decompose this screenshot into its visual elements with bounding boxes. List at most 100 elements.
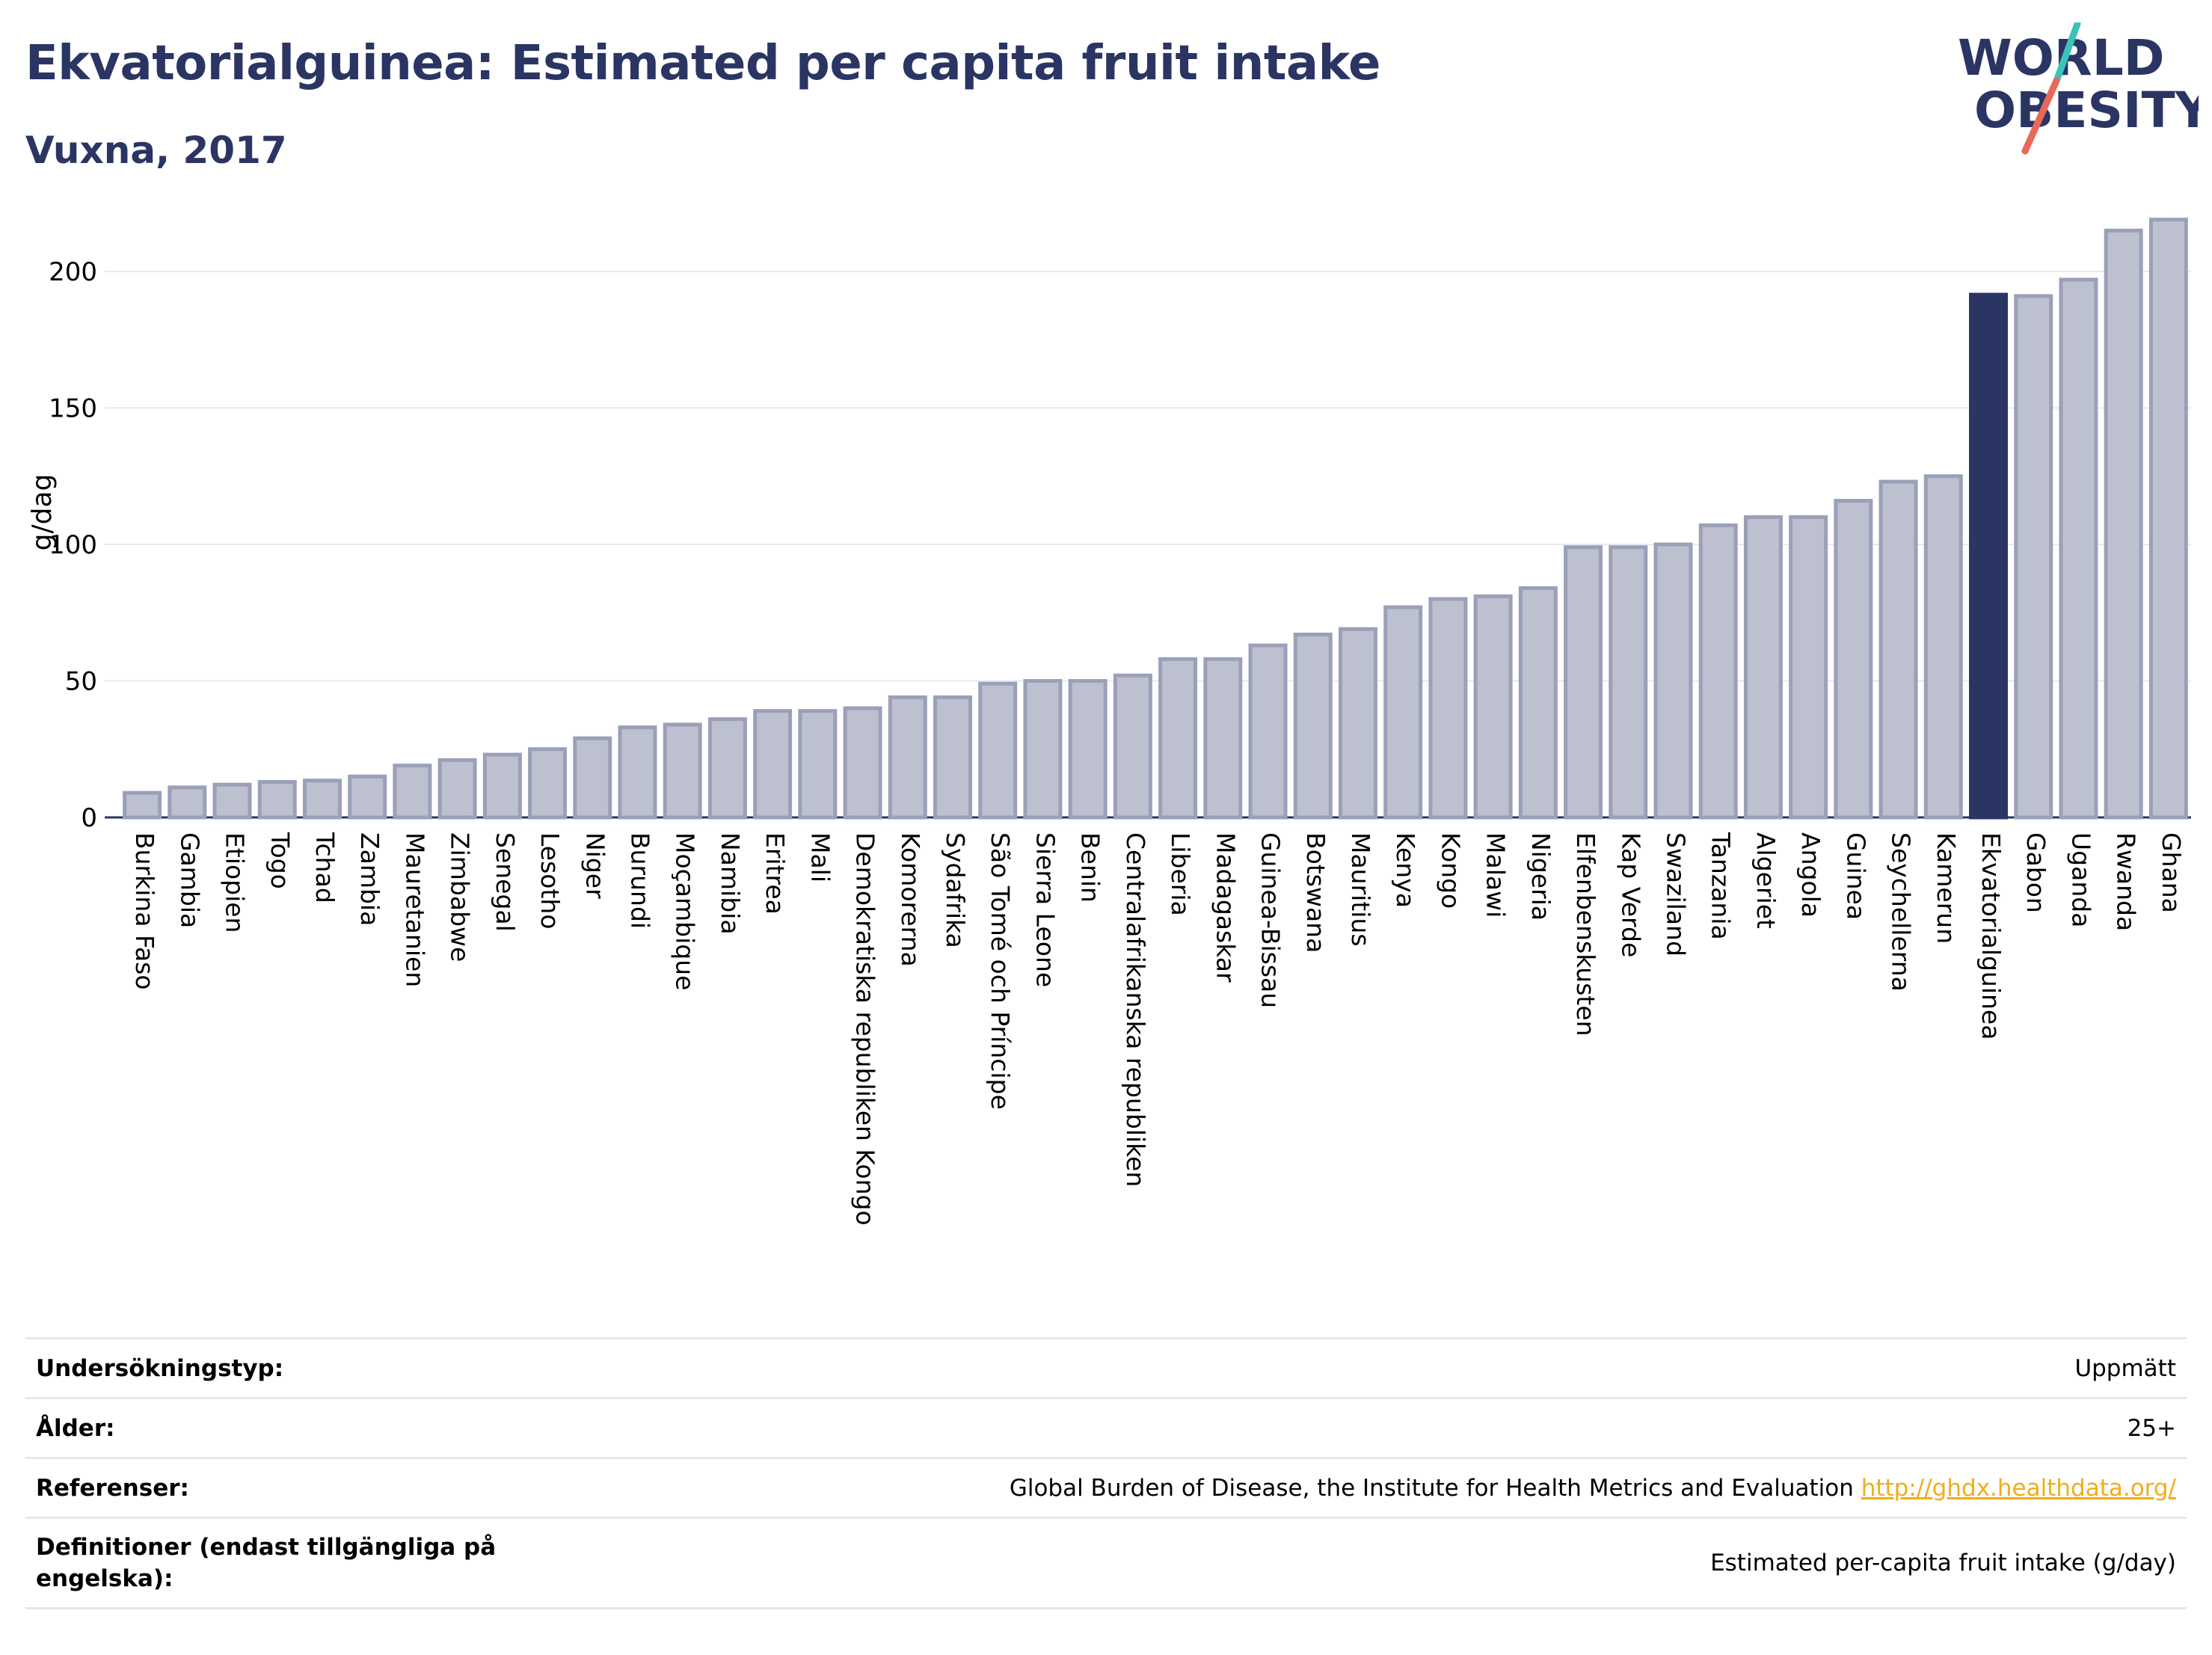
info-value: Estimated per-capita fruit intake (g/day… [1710,1550,2176,1576]
bar-demokratiska-republiken-kongo [843,706,882,820]
x-category-label: Benin [1076,832,1105,903]
bar-nigeria [1518,586,1558,820]
x-category-labels: Burkina Faso Gambia Etiopien Togo Tchad Zambi… [130,832,2186,1226]
bar-eritrea [753,709,793,820]
y-tick-label: 0 [81,803,97,833]
info-row: Definitioner (endast tillgängliga på eng… [25,1517,2187,1609]
x-category-label: Rwanda [2112,832,2141,931]
x-category-label: Kap Verde [1616,832,1645,957]
bar-tanzania [1698,523,1738,820]
info-value: Uppmätt [2074,1355,2176,1382]
y-tick-label: 150 [49,394,97,424]
info-label: Undersökningstyp: [36,1354,284,1382]
x-category-label: Zambia [355,832,384,926]
x-category-label: Komorerna [896,832,925,967]
bar-mo-ambique [663,722,702,820]
chart-title: Ekvatorialguinea: Estimated per capita f… [25,36,1380,91]
info-value: Global Burden of Disease, the Institute … [1010,1475,2176,1502]
bar-chart: 0 50 100 150 200 Burkina Faso Gambia Etiopien T… [27,218,2191,1226]
logo-slash-teal [2053,22,2081,85]
bar-centralafrikanska-republiken [1113,673,1152,820]
x-category-label: Algeriet [1751,832,1781,929]
bar-kap-verde [1609,545,1648,820]
info-label: Ålder: [36,1414,115,1442]
info-row: Ålder: 25+ [25,1397,2187,1457]
bar-zambia [348,774,387,820]
x-category-label: Eritrea [761,832,790,915]
bar-sydafrika [933,695,973,820]
x-category-label: Kamerun [1932,832,1961,944]
info-value: 25+ [2127,1415,2176,1442]
x-category-label: Seychellerna [1887,832,1916,992]
bar-sierra-leone [1023,679,1063,820]
x-category-label: Botswana [1301,832,1330,953]
x-category-label: Centralafrikanska republiken [1121,832,1150,1187]
bar-angola [1789,515,1828,820]
bars-layer [123,218,2188,820]
bar-niger [573,736,612,820]
x-category-label: Ghana [2157,832,2186,913]
bar-togo [257,780,297,820]
x-category-label: Tanzania [1706,832,1736,940]
logo-slash-red [2021,77,2060,155]
x-category-label: Kenya [1391,832,1420,908]
x-category-label: Liberia [1166,832,1195,916]
bar-tchad [302,779,342,820]
x-category-label: Guinea-Bissau [1256,832,1285,1008]
info-value-text: Uppmätt [2074,1354,2176,1382]
x-category-label: Mauretanien [400,832,429,987]
chart-subtitle: Vuxna, 2017 [25,129,287,172]
bar-liberia [1158,657,1198,820]
y-tick-labels: 0 50 100 150 200 [49,257,97,833]
bar-komorerna [888,695,927,820]
x-category-label: Kongo [1436,832,1465,909]
x-category-label: Malawi [1481,832,1511,918]
info-label: Referenser: [36,1474,189,1502]
bar-rwanda [2104,228,2143,820]
x-category-label: Ekvatorialguinea [1976,832,2006,1040]
info-table: Undersökningstyp: Uppmätt Ålder: 25+ Referen… [25,1337,2187,1609]
x-category-label: Namibia [716,832,745,935]
bar-benin [1068,679,1107,820]
world-obesity-logo: WORLD OBESITY [1958,22,2199,155]
x-category-label: Moçambique [671,832,700,990]
bar-kongo [1428,597,1468,820]
bar-zimbabwe [437,758,477,820]
info-value-text: Estimated per-capita fruit intake (g/day… [1710,1550,2176,1576]
bar-seychellerna [1878,479,1918,820]
info-row: Referenser: Global Burden of Disease, the… [25,1457,2187,1517]
logo-text-world: WORLD [1958,29,2165,87]
x-category-label: Lesotho [535,832,565,930]
x-category-label: Mauritius [1346,832,1375,947]
x-category-label: Gambia [175,832,204,928]
bar-lesotho [528,747,568,820]
bar-botswana [1293,632,1333,820]
bar-mauretanien [393,764,432,820]
x-category-label: Zimbabwe [446,832,475,962]
bar-kamerun [1923,474,1963,820]
bar-mauritius [1338,627,1377,820]
bar-ekvatorialguinea [1969,292,2009,820]
bar-ghana [2148,218,2188,820]
info-row: Undersökningstyp: Uppmätt [25,1337,2187,1397]
reference-link[interactable]: http://ghdx.healthdata.org/ [1861,1474,2176,1502]
logo-text-obesity: OBESITY [1974,82,2199,139]
bar-kenya [1383,605,1423,820]
bar-elfenbenskusten [1564,545,1603,820]
y-tick-label: 100 [49,530,97,560]
info-value-text: Global Burden of Disease, the Institute … [1009,1474,1861,1502]
x-category-label: Sierra Leone [1030,832,1060,987]
y-tick-label: 50 [65,667,97,697]
x-category-label: Sydafrika [941,832,970,948]
x-category-label: Uganda [2066,832,2095,927]
bar-malawi [1473,594,1513,820]
x-category-label: Elfenbenskusten [1571,832,1600,1037]
x-category-label: Angola [1796,832,1825,918]
bar-guinea [1834,499,1873,820]
x-category-label: Etiopien [221,832,250,933]
x-category-label: Madagaskar [1211,832,1240,983]
x-category-label: Guinea [1841,832,1870,920]
bar-uganda [2059,277,2098,820]
bar-gambia [168,785,207,820]
x-category-label: Burundi [626,832,655,929]
